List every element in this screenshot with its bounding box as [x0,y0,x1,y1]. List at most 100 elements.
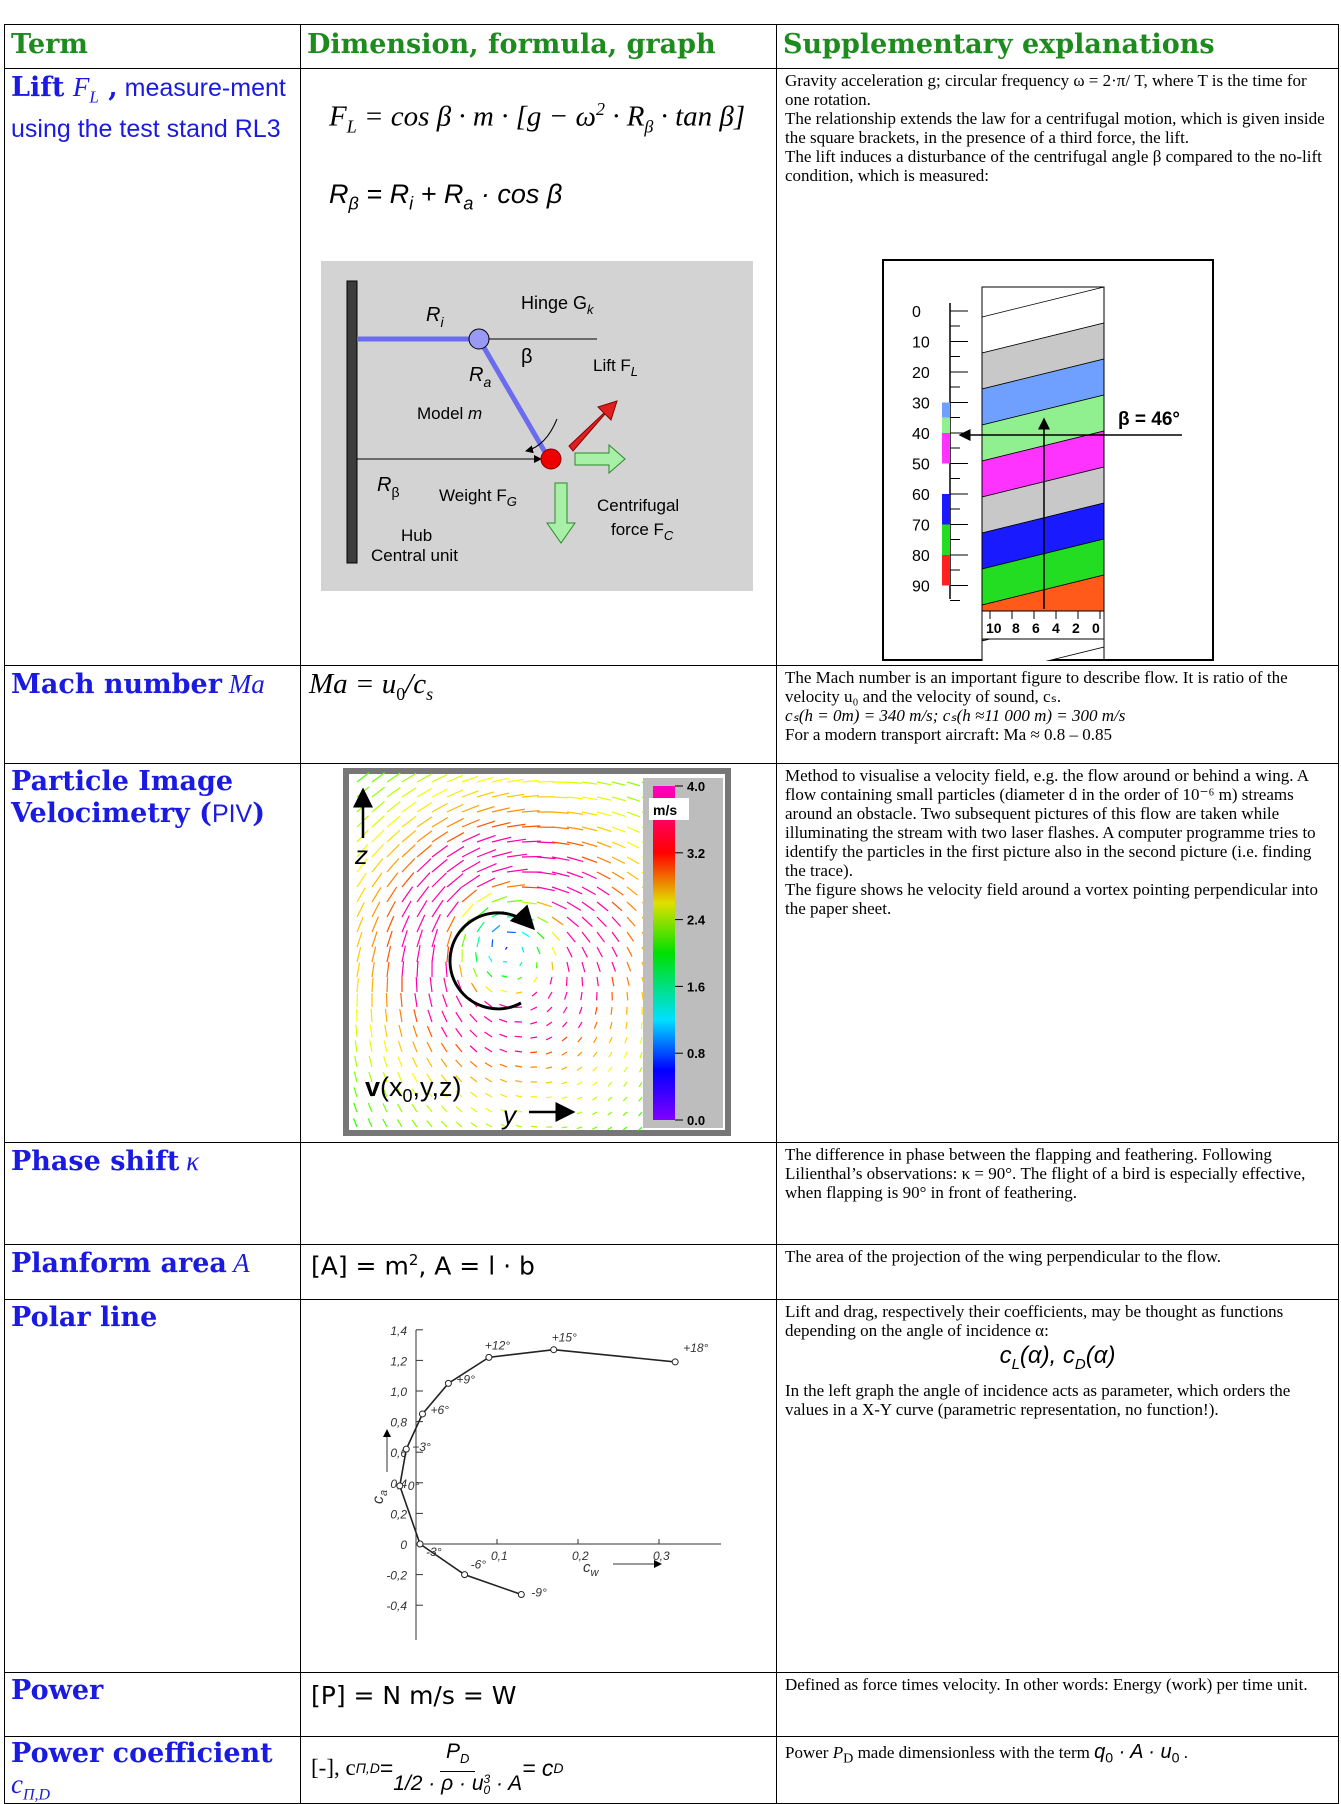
scale-tick-label: 70 [912,518,930,535]
explanation: Method to visualise a velocity field, e.… [777,764,1338,1138]
angle-label: +15° [552,1331,577,1345]
vector-part: ,y,z) [413,1072,462,1102]
y-tick-label: 1,2 [390,1354,407,1368]
text-part: P [446,1740,460,1763]
text-part: β [391,484,399,500]
label-part: c [370,1496,387,1504]
text-part: (α) [1086,1342,1116,1369]
velocity-vector [507,932,516,933]
text-part: = R [359,179,409,209]
label-part: w [591,1567,600,1579]
text-part: D [460,1751,469,1766]
velocity-vector [582,977,583,986]
polar-point [419,1411,425,1417]
text-part: κ [179,1146,199,1176]
text-part: Method to visualise a velocity field, e.… [785,766,1330,880]
colorbar-label: 0.8 [687,1046,705,1061]
velocity-vector [552,797,568,798]
scale-tick-label: 60 [912,487,930,504]
angle-label: +3° [412,1440,431,1454]
text-part: D [843,1750,853,1766]
bottom-scale-label: 8 [1012,620,1020,636]
vector-part: (x [380,1072,403,1102]
row-planform: Planform area A [A] = m2, A = l · b The … [5,1245,1339,1300]
text-part: . [1180,1743,1189,1762]
text-part: C [664,528,674,543]
text-part: Ma [222,669,265,699]
text-part: c [1000,1342,1012,1369]
text-part: cₛ(h = 0m) = 340 m/s; cₛ(h ≈11 000 m) = … [785,706,1330,725]
velocity-vector [531,1126,537,1127]
polar-point [445,1380,451,1386]
graphic [347,281,357,563]
text-part: Defined as force times velocity. In othe… [785,1675,1330,1694]
text-part: ) [252,798,265,829]
term: Phase shift κ [5,1143,300,1244]
formula-area [301,1143,776,1240]
row-mach: Mach number Ma Ma = u0/cs The Mach numbe… [5,666,1339,764]
explanation: Defined as force times velocity. In othe… [777,1673,1338,1732]
velocity-vector [611,1007,612,1015]
explanation-cell: Lift and drag, respectively their coeffi… [777,1300,1339,1673]
polar-point [486,1354,492,1360]
angle-label: -3° [426,1545,442,1559]
velocity-vector [530,1052,537,1053]
text-part: · cos β [473,179,562,209]
formula-cell: [A] = m2, A = l · b [301,1245,777,1300]
x-axis-label: cw [583,1559,600,1579]
row-phase: Phase shift κ The difference in phase be… [5,1143,1339,1245]
label: β [521,346,533,368]
polar-figure: 1,41,21,00,80,60,40,20-0,2-0,40,10,20,3-… [321,1302,761,1668]
bottom-scale-label: 10 [986,620,1002,636]
text-part: The lift induces a disturbance of the ce… [785,147,1330,185]
graphic: Term Dimension, formula, graph Supplemen… [5,25,1339,1804]
text-part: (α), c [1020,1342,1075,1369]
text-part: · tan β] [653,101,745,133]
angle-label: β = 46° [1118,409,1180,430]
text-part: · R [605,101,644,133]
scale-tick-label: 40 [912,426,930,443]
text-part: 2 [596,99,605,119]
angle-label: 0° [408,1479,420,1493]
text-part: 2 [409,1251,419,1269]
vector-label: v(x0,y,z) [365,1072,462,1106]
polar-point [518,1591,524,1597]
text-part: The Mach number is an important figure t… [785,668,1330,706]
text-part: L [631,364,638,379]
scale-tick-label: 10 [912,335,930,352]
explanation: Power PD made dimensionless with the ter… [777,1737,1338,1803]
text-part: = cos β · m · [g − ω [357,101,596,133]
scale-segment [942,403,950,418]
text-part: The difference in phase between the flap… [785,1145,1330,1202]
scale-segment [942,525,950,556]
polar-point [462,1572,468,1578]
text-part: Ma = u [309,668,396,700]
scale-segment [942,555,950,586]
y-tick-label: 0,2 [390,1507,407,1521]
explanation-area: Gravity acceleration g; circular frequen… [777,69,1338,661]
graphic [469,329,489,349]
scale-tick-label: 50 [912,457,930,474]
text-part: · A · u [1113,1741,1172,1763]
formula-area: Ma = u0/cs [301,666,776,759]
label-part: a [378,1490,390,1496]
x-tick-label: 0,1 [491,1549,508,1563]
explanation-cell: Gravity acceleration g; circular frequen… [777,69,1339,666]
velocity-vector [536,962,537,968]
formula: Ma = u0/cs [309,668,433,705]
glossary-table: Term Dimension, formula, graph Supplemen… [4,24,1339,1804]
explanation-cell: The Mach number is an important figure t… [777,666,1339,764]
text-part: For a modern transport aircraft: Ma ≈ 0.… [785,725,1330,744]
polar-point [417,1541,423,1547]
formula-area: [A] = m2, A = l · b [301,1245,776,1295]
text-part: 0 [1172,1750,1180,1766]
text-part: A [227,1248,250,1278]
